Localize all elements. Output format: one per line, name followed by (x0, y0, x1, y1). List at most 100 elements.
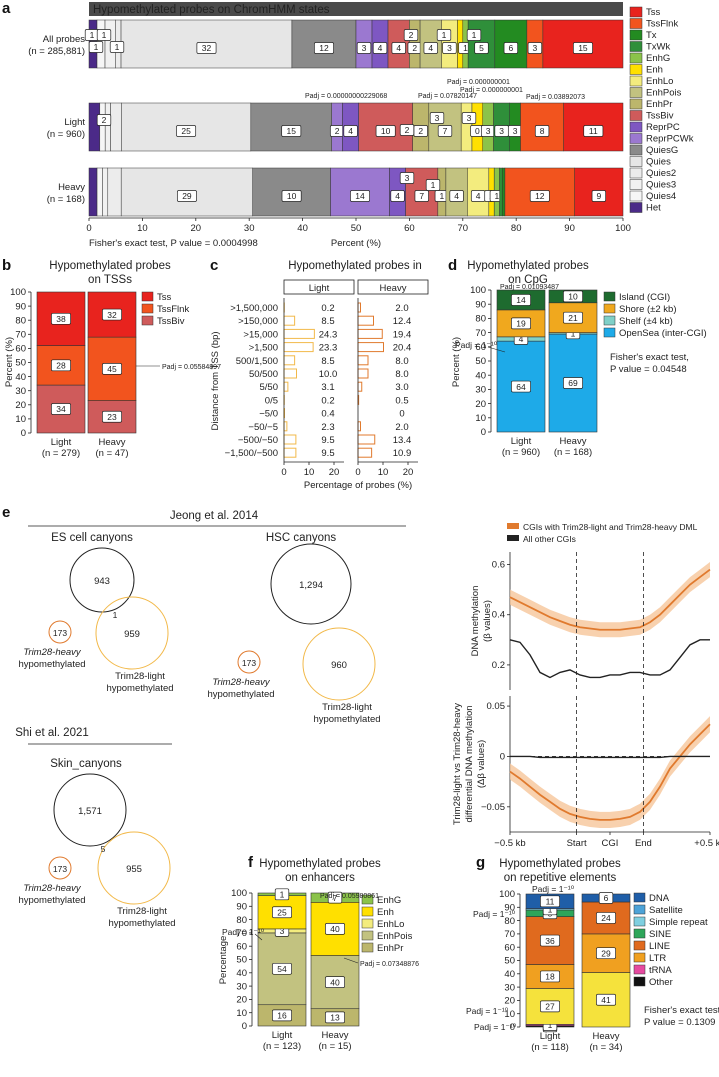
category-n: (n = 118) (531, 1042, 569, 1053)
panel-letter-e: e (2, 504, 10, 521)
bar-heavy (357, 355, 369, 366)
overlap-count: 1 (113, 610, 118, 620)
f-y-tick-label: 100 (231, 888, 247, 899)
bar-light-value: 24.3 (319, 329, 338, 340)
padj-label: Padj = 1⁻¹⁰ (222, 927, 265, 937)
bottom-y-tick-label: 0.05 (487, 701, 506, 712)
padj-label: Padj = 1⁻¹⁰ (474, 1022, 517, 1032)
category-n: (n = 168) (554, 447, 592, 458)
bar-light (283, 447, 297, 458)
venn-group-header: Shi et al. 2021 (15, 727, 89, 739)
f-y-tick-label: 20 (236, 995, 247, 1006)
distance-category: 0/5 (265, 395, 278, 406)
x-tick-label: 100 (615, 223, 631, 234)
x-tick-label: −0.5 kb (494, 838, 525, 849)
category-n: (n = 960) (502, 447, 540, 458)
b-y-tick-label: 40 (15, 372, 26, 383)
b-y-tick-label: 50 (15, 358, 26, 369)
bar-light-value: 0.4 (321, 409, 334, 420)
segment-value: 3 (447, 43, 452, 53)
bar-value-box (540, 895, 560, 908)
light-count: 959 (124, 629, 140, 640)
padj-label: Padj = 0.05980861 (320, 893, 379, 900)
bar-value-box (563, 377, 583, 389)
bar-heavy (357, 434, 376, 445)
segment-value: 8 (540, 126, 545, 136)
bar-light-value: 8.5 (321, 356, 334, 367)
distance-category: −5/0 (259, 409, 278, 420)
legend-label-Het: Het (646, 203, 661, 214)
legend-swatch (633, 916, 646, 927)
small-segment-value: 1 (94, 42, 99, 52)
bar-light (283, 342, 314, 353)
segment-value-box (437, 125, 453, 137)
small-segment-value: 1 (102, 30, 107, 40)
bar-value: 13 (330, 1013, 340, 1023)
legend-swatch-ReprPC (629, 121, 643, 133)
legend-label: Simple repeat (649, 917, 708, 928)
small-segment-value: 2 (409, 30, 414, 40)
legend-label: OpenSea (inter-CGI) (619, 328, 707, 339)
bar-value: 34 (56, 404, 66, 414)
b-y-tick-label: 70 (15, 330, 26, 341)
segment-value-box (375, 125, 396, 137)
legend-label-ReprPC: ReprPC (646, 122, 680, 133)
segment-value-box (314, 42, 334, 54)
x-tick-label: 50 (351, 223, 362, 234)
bar-heavy-value: 0.5 (395, 395, 408, 406)
legend-swatch-EnhPr (629, 98, 643, 110)
segment-value: 3 (486, 126, 491, 136)
legend-swatch-Quies4 (629, 190, 643, 202)
bar-value: 14 (516, 295, 526, 305)
segment-value-box (414, 190, 429, 202)
top-dml-band (510, 562, 710, 638)
panel-letter-b: b (2, 257, 11, 274)
x-axis-title: Percentage of probes (%) (304, 480, 412, 491)
bar-value: 10 (568, 292, 578, 302)
category-label: Heavy (593, 1031, 620, 1042)
segment-value: 4 (395, 191, 400, 201)
bar-heavy (357, 328, 383, 339)
segment-value: 2 (412, 43, 417, 53)
heavy-circle (48, 856, 72, 880)
bar-value: 16 (277, 1011, 287, 1021)
segment-value-box (343, 125, 358, 137)
legend-label-Quies3: Quies3 (646, 180, 676, 191)
distance-category: >150,000 (238, 316, 278, 327)
g-y-tick-label: 100 (499, 889, 515, 900)
y-axis-title: Percentage (218, 936, 229, 985)
small-segment-value: 2 (405, 125, 410, 135)
bar-light-value: 10.0 (319, 369, 338, 380)
x-tick-label: 20 (403, 467, 414, 478)
bar-heavy-value: 0 (399, 409, 404, 420)
g-y-tick-label: 30 (504, 982, 515, 993)
row-name: All probes (43, 34, 85, 45)
segment-value: 14 (355, 191, 365, 201)
segment-Quies4 (99, 102, 106, 152)
top-y-tick-label: 0.2 (492, 660, 505, 671)
legend-label-EnhLo: EnhLo (646, 76, 673, 87)
legend-label: TssFlnk (157, 304, 189, 315)
bar-value-box (102, 362, 122, 375)
bar-value-box (325, 923, 345, 935)
light-circle (97, 831, 171, 905)
legend-label: SINE (649, 929, 671, 940)
light-label: Trim28-light (117, 906, 167, 917)
bottom-y-tick-label: −0.05 (481, 802, 505, 813)
bar-heavy (357, 368, 369, 379)
legend-label-TxWk: TxWk (646, 42, 671, 53)
panel-letter-c: c (210, 257, 218, 274)
g-y-tick-label: 10 (504, 1009, 515, 1020)
y-axis-title: Distance from TSS (bp) (210, 331, 221, 430)
bar-value: 24 (601, 913, 611, 923)
bar-value: 1 (548, 1020, 553, 1030)
f-y-tick-label: 30 (236, 981, 247, 992)
bottom-y-title: differential DNA methylation (464, 705, 475, 822)
padj-label: Padj = 0.03892073 (526, 94, 585, 101)
padj-label: Padj = 1⁻¹⁰ (473, 909, 516, 919)
x-tick-label: 80 (511, 223, 522, 234)
venn-title: ES cell canyons (51, 532, 133, 544)
segment-value-box (281, 125, 302, 137)
small-segment-value: 1 (442, 30, 447, 40)
segment-value-box (527, 42, 543, 54)
